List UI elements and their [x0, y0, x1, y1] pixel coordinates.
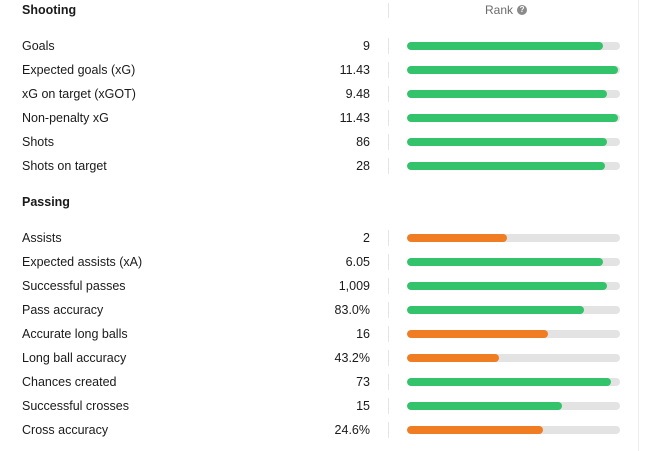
rank-bar-fill — [407, 354, 499, 362]
stat-value: 6.05 — [345, 255, 370, 269]
rank-bar — [407, 234, 620, 242]
stat-value: 86 — [356, 135, 370, 149]
rank-bar-fill — [407, 114, 618, 122]
stat-row[interactable]: Pass accuracy 83.0% — [0, 298, 638, 322]
column-divider — [388, 230, 389, 246]
rank-bar — [407, 114, 620, 122]
column-divider — [388, 422, 389, 438]
rank-bar — [407, 90, 620, 98]
stat-row[interactable]: Successful passes 1,009 — [0, 274, 638, 298]
rank-bar-fill — [407, 90, 608, 98]
header-divider — [388, 3, 389, 18]
help-icon[interactable]: ? — [517, 5, 528, 15]
column-divider — [388, 278, 389, 294]
column-divider — [388, 86, 389, 102]
stat-row[interactable]: Chances created 73 — [0, 370, 638, 394]
stat-row[interactable]: Shots 86 — [0, 130, 638, 154]
stat-value: 28 — [356, 159, 370, 173]
column-divider — [388, 350, 389, 366]
stat-value: 83.0% — [334, 303, 370, 317]
stat-row[interactable]: Assists 2 — [0, 226, 638, 250]
stat-label: Chances created — [22, 375, 117, 389]
stat-label: Successful crosses — [22, 399, 129, 413]
stat-value: 43.2% — [334, 351, 370, 365]
column-divider — [388, 398, 389, 414]
stat-value: 1,009 — [338, 279, 370, 293]
rank-bar-fill — [407, 426, 544, 434]
rank-bar-fill — [407, 66, 618, 74]
stat-label: Goals — [22, 39, 55, 53]
stat-row[interactable]: xG on target (xGOT) 9.48 — [0, 82, 638, 106]
stat-row[interactable]: Expected assists (xA) 6.05 — [0, 250, 638, 274]
rank-bar-fill — [407, 162, 606, 170]
column-divider — [388, 38, 389, 54]
rank-bar — [407, 66, 620, 74]
stat-label: Non-penalty xG — [22, 111, 109, 125]
stat-label: Successful passes — [22, 279, 126, 293]
stat-row[interactable]: Expected goals (xG) 11.43 — [0, 58, 638, 82]
rank-label: Rank — [485, 3, 514, 17]
section-title-shooting: Shooting — [22, 3, 77, 17]
stat-row[interactable]: Long ball accuracy 43.2% — [0, 346, 638, 370]
stat-label: Long ball accuracy — [22, 351, 127, 365]
rank-bar-fill — [407, 42, 603, 50]
rank-bar — [407, 306, 620, 314]
column-divider — [388, 134, 389, 150]
stat-value: 24.6% — [334, 423, 370, 437]
rank-bar-fill — [407, 258, 603, 266]
rank-bar — [407, 354, 620, 362]
rank-bar-fill — [407, 234, 508, 242]
rank-bar — [407, 402, 620, 410]
stat-value: 16 — [356, 327, 370, 341]
column-divider — [388, 62, 389, 78]
stat-row[interactable]: Accurate long balls 16 — [0, 322, 638, 346]
stat-row[interactable]: Goals 9 — [0, 34, 638, 58]
rank-bar-fill — [407, 282, 608, 290]
stat-label: Expected goals (xG) — [22, 63, 136, 77]
rank-bar — [407, 162, 620, 170]
stat-label: Shots — [22, 135, 54, 149]
stat-label: Expected assists (xA) — [22, 255, 143, 269]
rank-bar — [407, 282, 620, 290]
rank-bar-fill — [407, 330, 548, 338]
column-divider — [388, 326, 389, 342]
rank-bar-fill — [407, 138, 608, 146]
stat-value: 11.43 — [339, 111, 370, 125]
stat-row[interactable]: Shots on target 28 — [0, 154, 638, 178]
stat-label: xG on target (xGOT) — [22, 87, 136, 101]
stats-header: Shooting Rank ? — [0, 0, 638, 22]
stat-label: Cross accuracy — [22, 423, 109, 437]
stat-label: Assists — [22, 231, 62, 245]
section-title-passing: Passing — [22, 195, 70, 209]
column-divider — [388, 254, 389, 270]
stat-value: 9.48 — [345, 87, 370, 101]
rank-bar — [407, 426, 620, 434]
stat-label: Pass accuracy — [22, 303, 104, 317]
rank-bar — [407, 378, 620, 386]
rank-bar — [407, 138, 620, 146]
column-divider — [388, 374, 389, 390]
stat-row[interactable]: Successful crosses 15 — [0, 394, 638, 418]
rank-bar — [407, 330, 620, 338]
stat-value: 2 — [363, 231, 370, 245]
stat-value: 9 — [363, 39, 370, 53]
stat-label: Shots on target — [22, 159, 107, 173]
stat-row[interactable]: Cross accuracy 24.6% — [0, 418, 638, 442]
stat-row[interactable]: Non-penalty xG 11.43 — [0, 106, 638, 130]
rank-bar — [407, 258, 620, 266]
rank-bar — [407, 42, 620, 50]
column-divider — [388, 158, 389, 174]
column-divider — [388, 110, 389, 126]
stat-value: 11.43 — [339, 63, 370, 77]
stat-label: Accurate long balls — [22, 327, 128, 341]
rank-bar-fill — [407, 306, 584, 314]
rank-bar-fill — [407, 402, 563, 410]
stat-value: 73 — [356, 375, 370, 389]
rank-column-header: Rank ? — [485, 3, 528, 17]
stat-value: 15 — [356, 399, 370, 413]
column-divider — [388, 302, 389, 318]
rank-bar-fill — [407, 378, 612, 386]
